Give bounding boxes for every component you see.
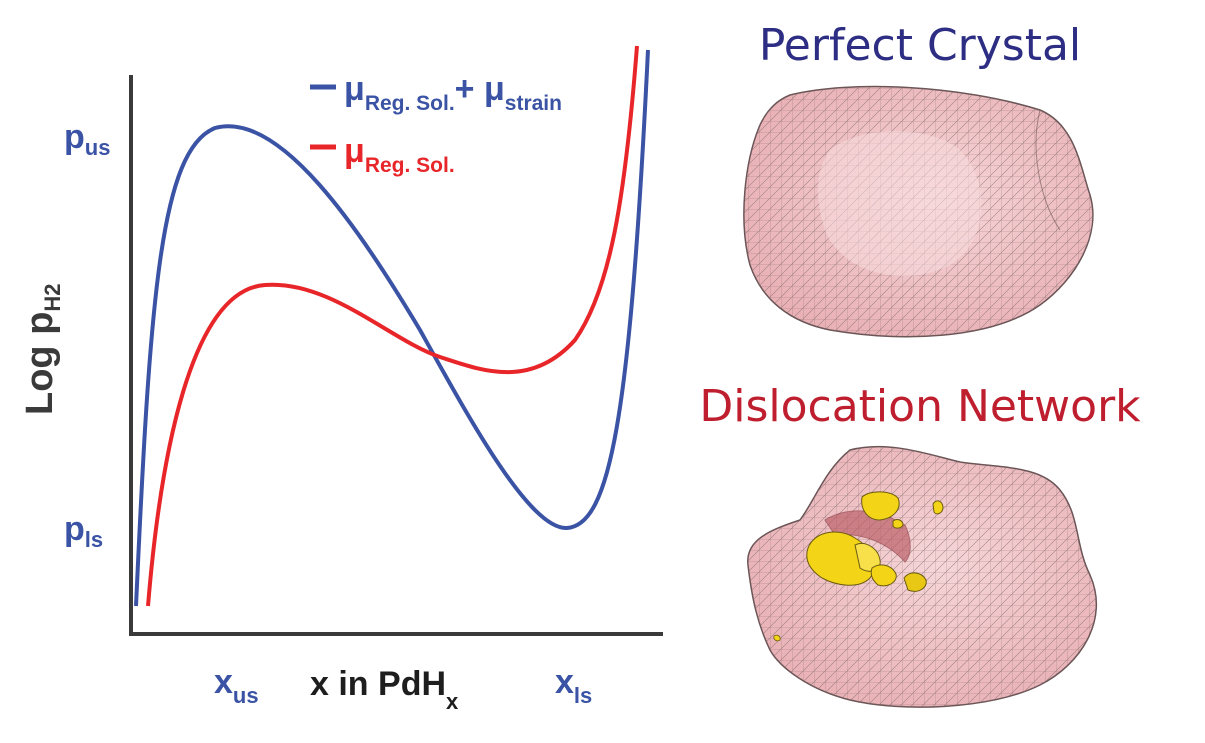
legend-label-regsol-plus-strain: μReg. Sol.+ μstrain — [344, 70, 562, 115]
x-axis-label: x in PdHx — [310, 665, 459, 714]
y-tick-label-pus: pus — [64, 118, 110, 160]
perfect-crystal-panel: Perfect Crystal — [743, 20, 1094, 338]
legend: μReg. Sol.+ μstrain μReg. Sol. — [310, 70, 562, 177]
x-tick-label-xls: xls — [555, 663, 592, 708]
dislocation-network-panel: Dislocation Network — [699, 381, 1141, 708]
dislocation-network-title: Dislocation Network — [699, 381, 1141, 432]
x-tick-label-xus: xus — [214, 663, 259, 708]
perfect-crystal-title: Perfect Crystal — [759, 20, 1081, 71]
plot-axes — [129, 75, 663, 636]
series-line-regsol-plus-strain — [134, 49, 650, 607]
legend-label-regsol: μReg. Sol. — [344, 132, 455, 177]
dislocation-network-mesh-image — [747, 445, 1098, 708]
y-axis-label: Log pH2 — [19, 283, 65, 415]
perfect-crystal-mesh-image — [743, 85, 1094, 338]
y-tick-label-pls: pls — [64, 510, 103, 552]
series-line-regsol — [146, 45, 639, 607]
